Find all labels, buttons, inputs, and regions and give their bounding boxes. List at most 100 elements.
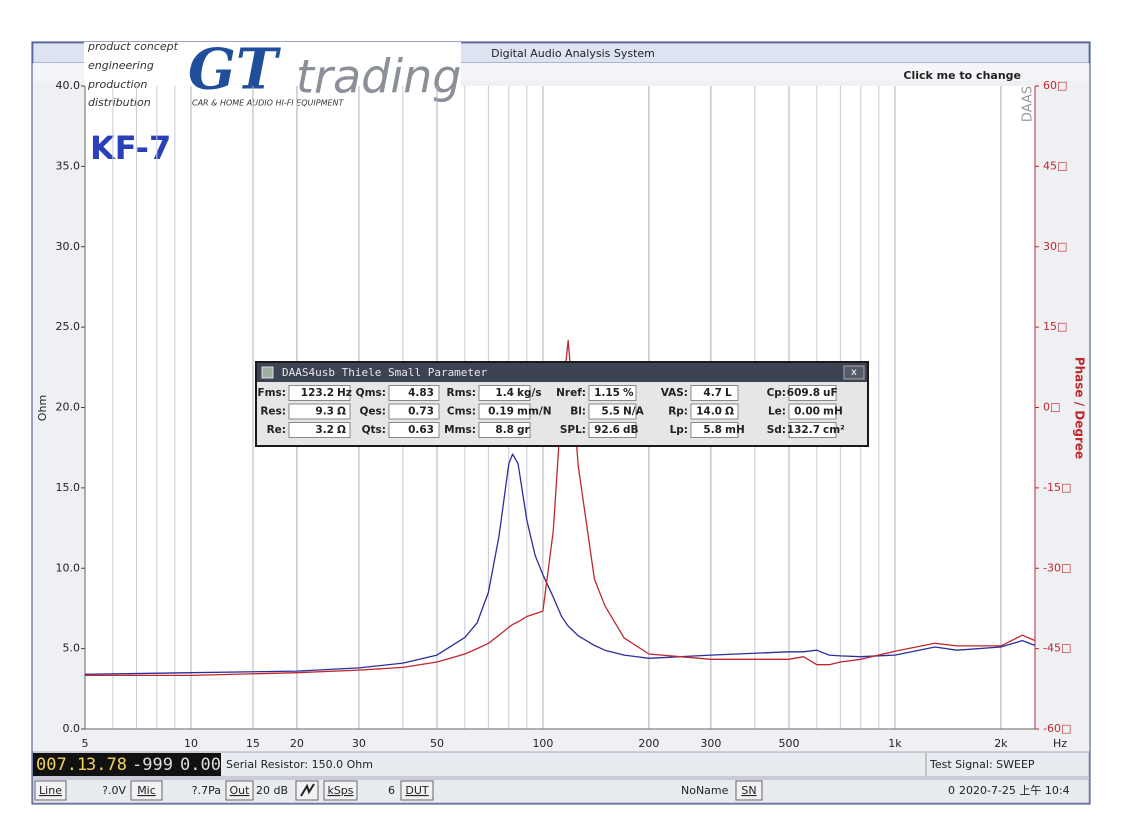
toolbar-button[interactable] bbox=[34, 780, 67, 801]
param-box bbox=[388, 385, 440, 401]
param-value: 123.2 bbox=[301, 387, 334, 399]
display-value: -999 bbox=[132, 755, 173, 775]
param-label: Rms: bbox=[447, 387, 476, 399]
param-label: Lp: bbox=[670, 424, 688, 436]
param-label: Res: bbox=[260, 406, 286, 418]
button-label[interactable]: Mic bbox=[137, 784, 156, 797]
curves bbox=[84, 339, 1036, 677]
x-tick-label: 200 bbox=[638, 737, 659, 750]
toolbar-text: ?.7Pa bbox=[192, 784, 221, 797]
x-tick-label: 15 bbox=[246, 737, 260, 750]
param-box bbox=[788, 422, 837, 438]
param-unit: mm/N bbox=[517, 406, 552, 418]
param-label: Le: bbox=[768, 406, 786, 418]
button-label[interactable]: Out bbox=[230, 784, 251, 797]
param-label: Cms: bbox=[447, 406, 476, 418]
y-tick-label: 20.0 bbox=[56, 401, 81, 414]
watermark: DAAS bbox=[1021, 86, 1036, 122]
display-value: 0.00 bbox=[180, 755, 221, 775]
y2-tick-label: -30□ bbox=[1043, 561, 1071, 574]
param-label: Fms: bbox=[257, 387, 286, 399]
toolbar-button[interactable] bbox=[130, 780, 163, 801]
param-unit: L bbox=[725, 387, 732, 399]
param-box bbox=[588, 403, 637, 420]
logo-brand: GT bbox=[188, 37, 282, 103]
y2-tick-label: -60□ bbox=[1043, 722, 1071, 735]
toolbar-text: 0 bbox=[948, 784, 955, 797]
param-label: Qts: bbox=[362, 424, 386, 436]
param-box bbox=[690, 385, 739, 401]
x-tick-label: 50 bbox=[430, 737, 444, 750]
button-label[interactable]: DUT bbox=[405, 784, 429, 797]
y-axis-label: Ohm bbox=[36, 395, 49, 421]
y-tick-label: 40.0 bbox=[56, 79, 81, 92]
logo-line: engineering bbox=[88, 59, 154, 72]
status-bar: 007.1 3.78 -999 0.00 Serial Resistor: 15… bbox=[32, 751, 1090, 804]
param-value: 609.8 bbox=[787, 387, 820, 399]
button-label[interactable]: kSps bbox=[327, 784, 353, 797]
dialog-close-label[interactable]: x bbox=[851, 367, 857, 378]
x-tick-label: 300 bbox=[700, 737, 721, 750]
series-line bbox=[84, 453, 1036, 675]
model-label: KF-7 bbox=[90, 129, 171, 167]
y-tick-label: 30.0 bbox=[56, 240, 81, 253]
y-tick-label: 35.0 bbox=[56, 159, 81, 172]
param-label: Re: bbox=[267, 424, 286, 436]
param-box bbox=[690, 422, 739, 438]
toolbar-button[interactable] bbox=[323, 780, 358, 801]
logo-line: distribution bbox=[88, 96, 151, 109]
test-signal: Test Signal: SWEEP bbox=[929, 758, 1035, 771]
logo-tagline: CAR & HOME AUDIO HI-FI EQUIPMENT bbox=[192, 99, 345, 108]
param-box bbox=[788, 385, 837, 401]
x-tick-label: 30 bbox=[352, 737, 366, 750]
y2-tick-label: 45□ bbox=[1043, 159, 1067, 172]
param-value: 3.2 bbox=[315, 424, 334, 436]
param-unit: cm² bbox=[823, 424, 845, 436]
icon-button[interactable] bbox=[295, 780, 319, 801]
param-unit: dB bbox=[623, 424, 639, 436]
param-box bbox=[288, 422, 351, 438]
toolbar-text: 20 dB bbox=[256, 784, 288, 797]
toolbar-button[interactable] bbox=[735, 780, 763, 801]
x-tick-label: 500 bbox=[778, 737, 799, 750]
x-tick-label: 20 bbox=[290, 737, 304, 750]
button-label[interactable]: Line bbox=[39, 784, 62, 797]
param-label: VAS: bbox=[661, 387, 688, 399]
x-tick-label: 10 bbox=[184, 737, 198, 750]
display-panel bbox=[33, 753, 221, 776]
param-label: Nref: bbox=[556, 387, 586, 399]
y-tick-label: 15.0 bbox=[56, 481, 81, 494]
param-box bbox=[388, 403, 440, 420]
toolbar-button[interactable] bbox=[400, 780, 434, 801]
param-unit: kg/s bbox=[517, 387, 542, 399]
toolbar-text: 6 bbox=[388, 784, 395, 797]
click-hint[interactable]: Click me to change bbox=[903, 69, 1021, 82]
param-box bbox=[388, 422, 440, 438]
param-unit: mH bbox=[823, 406, 843, 418]
param-box bbox=[478, 385, 531, 401]
param-value: 92.6 bbox=[594, 424, 620, 436]
param-label: Cp: bbox=[767, 387, 786, 399]
series-line bbox=[85, 339, 1036, 677]
y2-tick-label: -15□ bbox=[1043, 481, 1071, 494]
button-label[interactable]: SN bbox=[741, 784, 756, 797]
toolbar-text: 2020-7-25 上午 10:4 bbox=[959, 784, 1070, 797]
y2-axis-label: Phase / Degree bbox=[1073, 357, 1087, 459]
param-unit: uF bbox=[823, 387, 838, 399]
toolbar-row bbox=[32, 778, 1090, 804]
toolbar-button[interactable] bbox=[225, 780, 254, 801]
param-box bbox=[588, 422, 637, 438]
y2-tick-label: 30□ bbox=[1043, 240, 1067, 253]
param-label: Qes: bbox=[360, 406, 387, 418]
logo-bg bbox=[84, 42, 461, 104]
param-box bbox=[478, 403, 531, 420]
param-label: Bl: bbox=[570, 406, 586, 418]
y-tick-label: 10.0 bbox=[56, 561, 81, 574]
dialog-close[interactable] bbox=[843, 365, 865, 380]
param-value: 0.19 bbox=[488, 406, 514, 418]
param-unit: Ω bbox=[725, 406, 734, 418]
param-label: Rp: bbox=[668, 406, 688, 418]
param-unit: Ω bbox=[337, 406, 346, 418]
param-value: 1.15 bbox=[594, 387, 620, 399]
param-box bbox=[288, 385, 351, 401]
